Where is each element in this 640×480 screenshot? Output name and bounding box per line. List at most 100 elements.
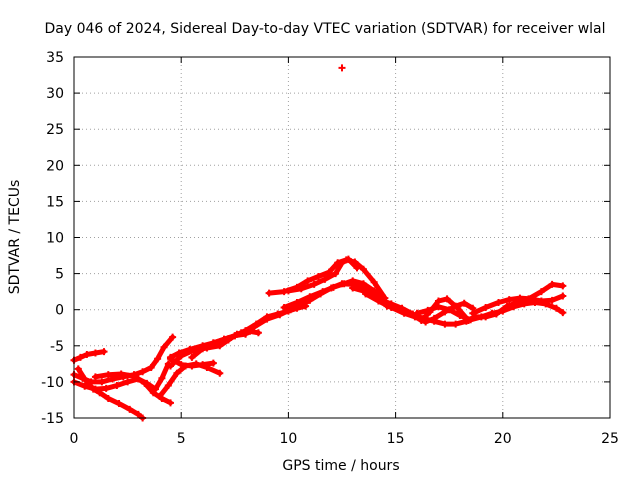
y-tick-label: 10 [46, 231, 64, 247]
data-point [370, 278, 378, 286]
series-track-12 [280, 277, 387, 312]
data-point [488, 309, 496, 317]
data-point [209, 339, 217, 347]
data-point [83, 350, 91, 358]
data-point [338, 259, 346, 267]
data-point [250, 323, 258, 331]
data-point [374, 297, 382, 305]
data-point [124, 378, 132, 386]
series-track-1 [70, 348, 108, 364]
data-point [134, 410, 142, 418]
data-point [559, 309, 567, 317]
data-point [443, 295, 451, 303]
data-point [117, 370, 125, 378]
data-point [306, 293, 314, 301]
data-point [102, 384, 110, 392]
data-point [452, 320, 460, 328]
data-point [340, 280, 348, 288]
data-point [175, 349, 183, 357]
y-tick-label: -15 [41, 411, 64, 427]
data-point [467, 316, 475, 324]
axis-ticks [73, 56, 611, 419]
x-tick-label: 15 [387, 431, 405, 447]
data-point [559, 282, 567, 290]
data-point [396, 306, 404, 314]
data-point [310, 280, 318, 288]
data-point [516, 294, 524, 302]
data-point [199, 361, 207, 369]
data-point [149, 389, 157, 397]
grid-lines [74, 57, 610, 418]
data-point [304, 277, 312, 285]
data-point [284, 287, 292, 295]
y-tick-label: 5 [55, 267, 64, 283]
data-point [254, 329, 262, 337]
data-point [166, 355, 174, 363]
data-point [419, 314, 427, 322]
data-point [441, 320, 449, 328]
data-point [338, 64, 346, 72]
data-point [141, 379, 149, 387]
data-point [98, 378, 106, 386]
data-point [81, 382, 89, 390]
data-point [276, 311, 284, 319]
data-point [91, 373, 99, 381]
data-point [477, 313, 485, 321]
data-point [520, 300, 528, 308]
data-point [293, 298, 301, 306]
data-point [216, 369, 224, 377]
x-tick-label: 0 [70, 431, 79, 447]
data-point [383, 302, 391, 310]
y-tick-label: 25 [46, 122, 64, 138]
x-tick-label: 25 [601, 431, 619, 447]
data-point [237, 329, 245, 337]
data-point [76, 353, 84, 361]
data-point [349, 284, 357, 292]
data-point [499, 307, 507, 315]
data-point [74, 365, 82, 373]
series-track-9 [166, 355, 217, 370]
data-point [359, 280, 367, 288]
data-point [164, 382, 172, 390]
data-point [413, 309, 421, 317]
data-point [353, 264, 361, 272]
x-tick-labels: 0 5 10 15 20 25 [70, 431, 619, 447]
data-point [319, 288, 327, 296]
data-point [332, 270, 340, 278]
data-point [548, 280, 556, 288]
data-point [537, 297, 545, 305]
data-point [209, 359, 217, 367]
data-point [154, 355, 162, 363]
data-point [89, 385, 97, 393]
data-point [147, 363, 155, 371]
data-point [169, 333, 177, 341]
data-point [96, 389, 104, 397]
data-point [445, 306, 453, 314]
data-series [70, 64, 567, 422]
series-track-20 [338, 64, 346, 72]
data-point [482, 304, 490, 312]
data-point [430, 317, 438, 325]
data-point [297, 285, 305, 293]
data-point [216, 342, 224, 350]
data-point [548, 296, 556, 304]
data-point [177, 361, 185, 369]
data-point [434, 303, 442, 311]
data-point [156, 392, 164, 400]
data-point [104, 395, 112, 403]
data-point [91, 349, 99, 357]
series-track-19 [469, 292, 567, 317]
data-point [537, 288, 545, 296]
x-tick-label: 20 [494, 431, 512, 447]
y-tick-label: 35 [46, 50, 64, 66]
series-track-15 [349, 284, 472, 325]
data-point [344, 255, 352, 263]
y-tick-label: 20 [46, 158, 64, 174]
data-point [362, 290, 370, 298]
data-point [224, 335, 232, 343]
data-point [452, 302, 460, 310]
data-point [370, 287, 378, 295]
data-point [495, 298, 503, 306]
data-point [188, 353, 196, 361]
data-point [280, 304, 288, 312]
